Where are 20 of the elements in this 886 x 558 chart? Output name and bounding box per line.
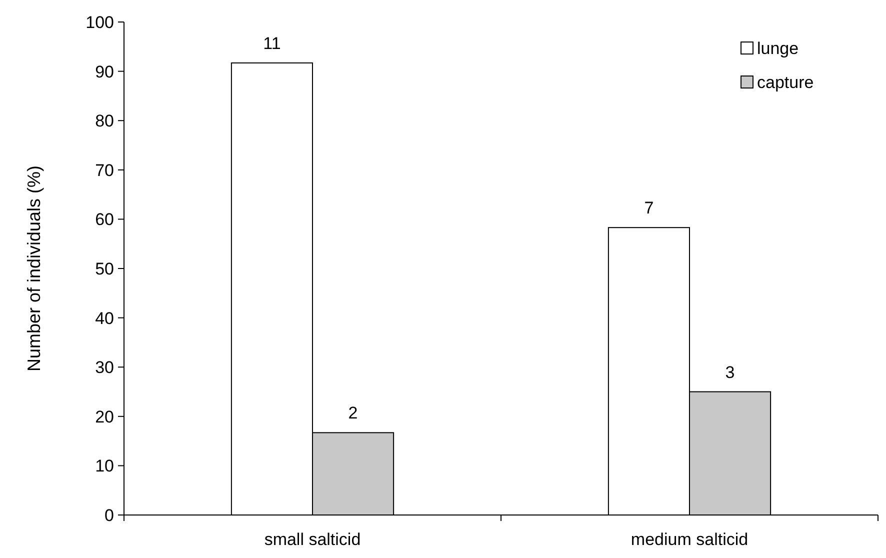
y-tick-label: 20 [95,407,114,426]
y-tick-label: 10 [95,456,114,476]
legend-label: lunge [757,38,799,58]
y-tick-label: 90 [95,62,114,82]
y-tick-label: 70 [95,160,114,180]
y-tick-label: 80 [95,112,114,131]
y-tick-label: 30 [95,358,114,378]
annotation: 3 [725,362,735,382]
annotation: 11 [263,34,281,53]
x-tick-label: small salticid [264,530,361,549]
y-tick-label: 60 [95,210,114,230]
y-tick-label: 100 [86,12,114,32]
x-tick-label: medium salticid [630,530,748,549]
y-axis-title: Number of individuals (%) [24,165,44,372]
annotation: 7 [644,198,654,218]
y-tick-label: 50 [95,259,114,278]
annotation: 2 [348,404,358,423]
legend-label: capture [757,72,814,92]
y-tick-label: 0 [104,506,114,525]
y-tick-label: 40 [95,308,114,328]
